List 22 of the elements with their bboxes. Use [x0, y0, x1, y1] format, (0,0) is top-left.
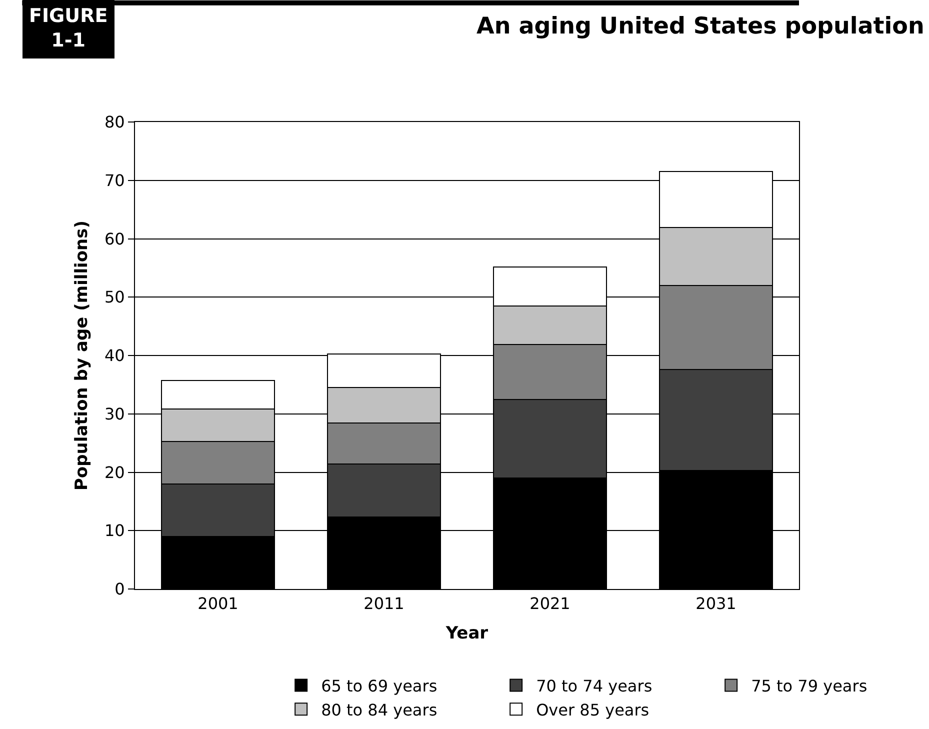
y-tick-label: 10 — [104, 521, 125, 540]
x-axis-title: Year — [444, 624, 489, 644]
chart-title: An aging United States population — [476, 14, 924, 40]
y-tick-label: 50 — [104, 288, 125, 307]
legend-label: 80 to 84 years — [321, 700, 438, 720]
x-tick-label: 2011 — [364, 594, 404, 614]
y-axis-title: Population by age (millions) — [72, 220, 92, 491]
y-tick-label: 60 — [104, 229, 125, 248]
y-tick-label: 30 — [104, 404, 125, 424]
legend-label: 65 to 69 years — [321, 676, 438, 696]
legend-label: Over 85 years — [536, 700, 650, 720]
legend-label: 75 to 79 years — [751, 676, 868, 696]
y-tick-label: 70 — [104, 170, 125, 190]
legend-label: 70 to 74 years — [536, 676, 652, 696]
y-tick-label: 20 — [104, 462, 125, 482]
y-tick-label: 0 — [114, 580, 125, 599]
caption: FIGURE 1-1 — [29, 5, 108, 52]
y-tick-label: 40 — [104, 346, 125, 366]
x-tick-label: 2001 — [198, 594, 238, 614]
x-tick-label: 2031 — [696, 594, 736, 614]
x-tick-label: 2021 — [530, 594, 570, 614]
y-tick-label: 80 — [104, 112, 125, 132]
